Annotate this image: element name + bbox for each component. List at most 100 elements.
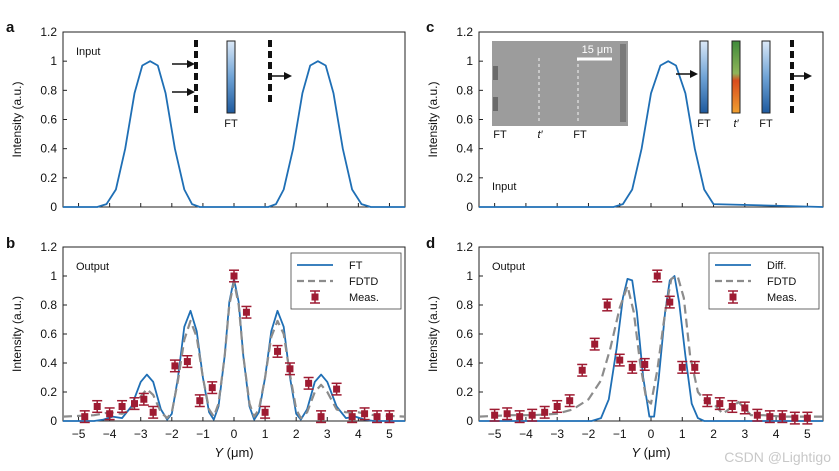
x-tick-label: −3 — [134, 427, 148, 441]
y-tick-label: 0 — [50, 414, 57, 428]
measured-point — [274, 347, 282, 355]
y-axis-label: Intensity (a.u.) — [426, 81, 440, 157]
measured-point — [491, 411, 499, 419]
measured-point — [317, 413, 325, 421]
y-tick-label: 1 — [466, 54, 473, 68]
measured-point — [728, 403, 736, 410]
legend-label: Meas. — [767, 292, 797, 304]
y-tick-label: 0 — [50, 200, 57, 214]
measured-point — [81, 413, 89, 421]
micrograph — [492, 41, 628, 126]
micrograph-label-ft2: FT — [573, 129, 587, 141]
scale-bar-label: 15 μm — [582, 44, 613, 56]
legend-label: Meas. — [349, 292, 379, 304]
ft-label: FT — [224, 118, 238, 130]
measured-point — [361, 410, 369, 418]
series-line-input — [63, 60, 405, 208]
measured-point — [591, 340, 599, 348]
y-tick-label: 0 — [466, 414, 473, 428]
t-label: t′ — [733, 118, 739, 130]
panel-d: 0 0.2 0.4 0.6 0.8 1 1.2 −5 −4 −3 −2 −1 0 1 2 3 4 5 Intensi… — [426, 240, 824, 460]
arrow-head-icon — [690, 70, 698, 78]
x-tick-label: −5 — [488, 427, 502, 441]
x-tick-label: 3 — [324, 427, 331, 441]
x-tick-label: 3 — [741, 427, 748, 441]
measured-point — [666, 298, 674, 306]
y-tick-label: 1 — [50, 54, 57, 68]
x-tick-label: −2 — [165, 427, 179, 441]
measured-point — [516, 413, 524, 421]
measured-point — [678, 363, 686, 371]
measured-point — [716, 400, 724, 408]
y-tick-label: 0.4 — [456, 142, 473, 156]
measured-point — [653, 272, 661, 280]
x-tick-label: 1 — [262, 427, 269, 441]
measured-point — [208, 384, 216, 392]
ft-label-2: FT — [759, 118, 773, 130]
micrograph-grating-left — [493, 66, 498, 80]
measured-point — [93, 403, 101, 410]
y-tick-label: 0.6 — [40, 327, 57, 341]
micrograph-grating-left-2 — [493, 97, 498, 111]
measured-point — [528, 411, 536, 419]
y-tick-label: 1.2 — [456, 240, 473, 254]
measured-point — [566, 397, 574, 405]
measured-point — [118, 403, 126, 410]
legend-box — [290, 252, 402, 310]
micrograph-label-ft: FT — [493, 129, 507, 141]
legend-label: FT — [349, 260, 363, 272]
x-tick-label: 4 — [355, 427, 362, 441]
micrograph-label-t: t′ — [537, 129, 543, 141]
inset-label: Input — [76, 46, 100, 58]
y-axis-label: Intensity (a.u.) — [10, 81, 24, 157]
measured-point — [385, 413, 393, 421]
watermark: CSDN @Lightigo — [724, 449, 831, 465]
measured-point — [348, 413, 356, 421]
panel-b: 0 0.2 0.4 0.6 0.8 1 1.2 −5 −4 −3 −2 −1 0 1 2 3 4 5 Intensi… — [10, 240, 406, 460]
arrow-head-icon — [804, 72, 812, 80]
measured-point — [803, 414, 811, 422]
y-tick-label: 0.4 — [40, 356, 57, 370]
x-tick-label: −4 — [103, 427, 117, 441]
y-tick-label: 0.2 — [456, 171, 473, 185]
measured-point — [553, 403, 561, 410]
y-tick-label: 0.4 — [456, 356, 473, 370]
y-tick-label: 0.8 — [456, 298, 473, 312]
inset-label: Output — [76, 261, 109, 273]
y-tick-label: 1.2 — [456, 25, 473, 39]
panel-letter-b: b — [6, 235, 15, 252]
series-line-diff — [479, 275, 823, 422]
measured-point — [641, 360, 649, 368]
inset-label: Output — [492, 261, 525, 273]
y-tick-label: 0 — [466, 200, 473, 214]
x-axis-label: Y (μm) — [631, 445, 670, 460]
measured-point — [333, 385, 341, 393]
x-tick-label: 0 — [231, 427, 238, 441]
y-tick-label: 1.2 — [40, 240, 57, 254]
measured-point — [616, 356, 624, 364]
measured-point — [131, 400, 139, 408]
measured-point — [503, 410, 511, 418]
legend-label: FDTD — [349, 276, 378, 288]
measured-point — [703, 397, 711, 405]
measured-point — [753, 411, 761, 419]
x-tick-label: 5 — [804, 427, 811, 441]
measured-point — [373, 413, 381, 421]
micrograph-grating-right — [620, 44, 626, 122]
y-axis-label: Intensity (a.u.) — [10, 296, 24, 372]
measured-point — [691, 363, 699, 371]
x-tick-label: −1 — [613, 427, 627, 441]
y-tick-label: 0.6 — [456, 327, 473, 341]
panel-a: 0 0.2 0.4 0.6 0.8 1 1.2 Intensity (a.u.) Input — [10, 25, 406, 214]
measured-point — [106, 410, 114, 418]
legend-swatch — [729, 293, 737, 301]
ft-label: FT — [697, 118, 711, 130]
series-line-input — [479, 60, 824, 208]
measured-point — [603, 301, 611, 309]
measured-point — [741, 404, 749, 412]
x-tick-label: 4 — [773, 427, 780, 441]
y-tick-label: 0.2 — [40, 171, 57, 185]
panel-letter-a: a — [6, 19, 15, 36]
y-tick-label: 0.6 — [40, 113, 57, 127]
